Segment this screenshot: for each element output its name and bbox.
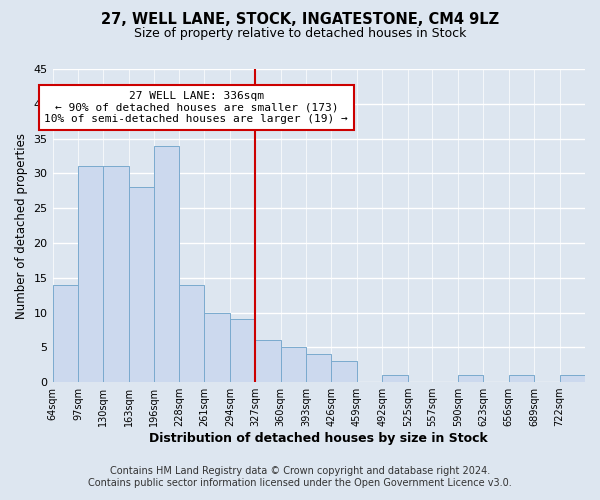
Bar	[281, 348, 306, 382]
Bar	[103, 166, 129, 382]
Bar	[179, 284, 205, 382]
Text: Size of property relative to detached houses in Stock: Size of property relative to detached ho…	[134, 28, 466, 40]
Bar	[560, 375, 585, 382]
Bar	[458, 375, 483, 382]
X-axis label: Distribution of detached houses by size in Stock: Distribution of detached houses by size …	[149, 432, 488, 445]
Bar	[154, 146, 179, 382]
Text: 27, WELL LANE, STOCK, INGATESTONE, CM4 9LZ: 27, WELL LANE, STOCK, INGATESTONE, CM4 9…	[101, 12, 499, 28]
Bar	[382, 375, 408, 382]
Bar	[255, 340, 281, 382]
Bar	[331, 361, 357, 382]
Bar	[129, 188, 154, 382]
Y-axis label: Number of detached properties: Number of detached properties	[15, 132, 28, 318]
Text: 27 WELL LANE: 336sqm
← 90% of detached houses are smaller (173)
10% of semi-deta: 27 WELL LANE: 336sqm ← 90% of detached h…	[44, 91, 348, 124]
Bar	[509, 375, 534, 382]
Bar	[230, 320, 255, 382]
Bar	[306, 354, 331, 382]
Bar	[53, 284, 78, 382]
Bar	[205, 312, 230, 382]
Bar	[78, 166, 103, 382]
Text: Contains HM Land Registry data © Crown copyright and database right 2024.
Contai: Contains HM Land Registry data © Crown c…	[88, 466, 512, 487]
